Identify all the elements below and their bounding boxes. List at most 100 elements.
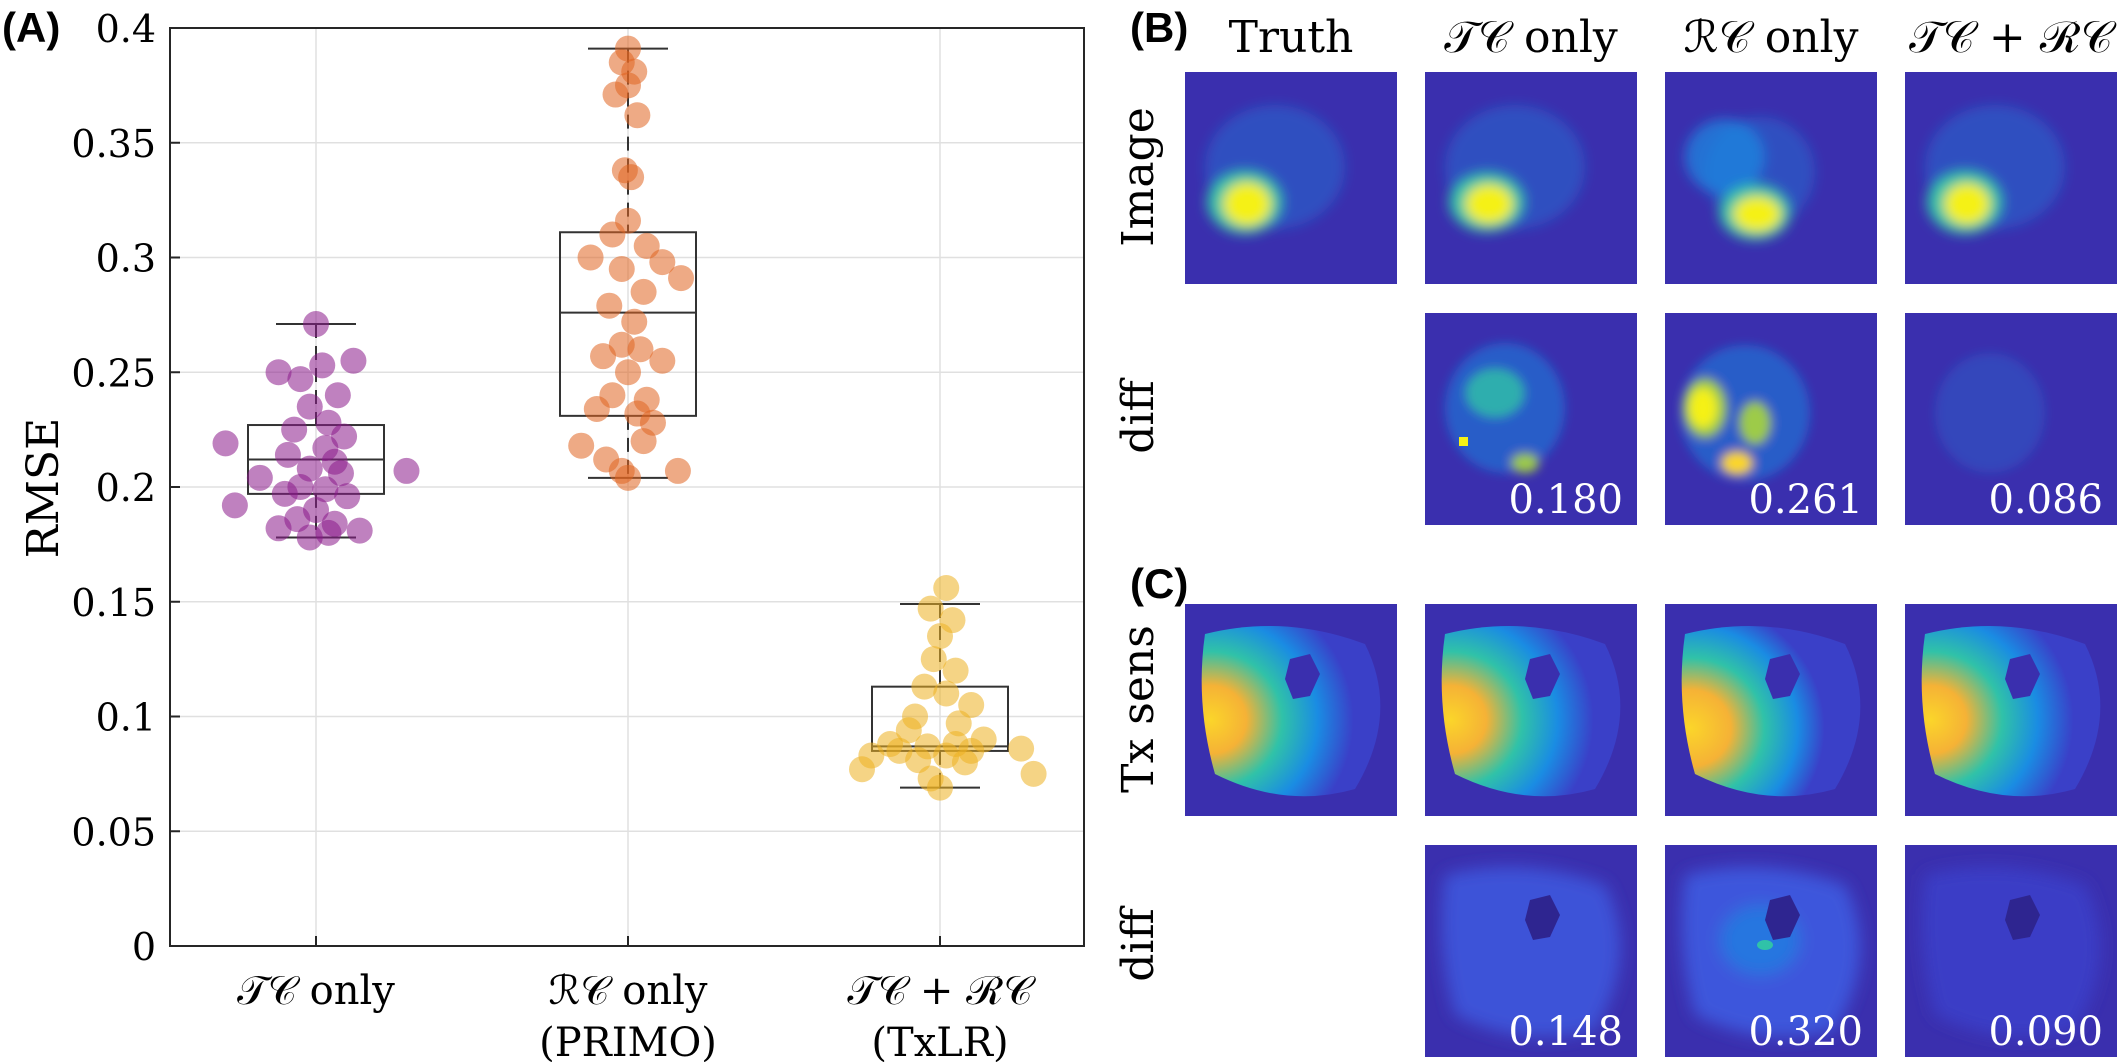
data-point <box>274 441 301 468</box>
y-tick-labels: 0 0.05 0.1 0.15 0.2 0.25 0.3 0.35 0.4 <box>71 7 156 969</box>
data-point <box>212 430 239 457</box>
y-tick-label: 0.15 <box>71 581 156 625</box>
data-point <box>331 423 358 450</box>
data-point <box>334 483 361 510</box>
data-point <box>649 249 676 276</box>
data-point <box>664 457 691 484</box>
image-diff-rc-only-tile: 0.261 <box>1665 313 1877 525</box>
data-point <box>1020 760 1047 787</box>
data-points <box>212 35 1047 801</box>
x-tick-labels: 𝒯𝒞 only ℛ𝒞 only (PRIMO) 𝒯𝒞 + ℛ𝒞 (TxLR) <box>237 968 1036 1062</box>
image-rc-only-tile <box>1665 72 1877 284</box>
data-point <box>568 432 595 459</box>
data-point <box>327 460 354 487</box>
data-point <box>583 395 610 422</box>
tx-diff-tc-only-tile: 0.148 <box>1425 845 1637 1057</box>
data-point <box>615 359 641 386</box>
data-point <box>296 393 323 420</box>
data-point <box>1008 735 1035 762</box>
image-diff-value-tc-rc: 0.086 <box>1988 477 2103 523</box>
data-point <box>920 646 947 673</box>
column-header-tc-only: 𝒯𝒞 only <box>1444 12 1618 63</box>
tx-diff-value-rc-only: 0.320 <box>1748 1009 1863 1055</box>
y-tick-label: 0.2 <box>96 466 156 510</box>
data-point <box>340 347 367 374</box>
y-tick-label: 0.4 <box>96 7 156 51</box>
column-header-truth: Truth <box>1228 12 1354 63</box>
y-tick-label: 0 <box>132 925 156 969</box>
row-label-image: Image <box>1113 107 1164 247</box>
data-point <box>271 480 298 507</box>
data-point <box>346 517 373 544</box>
panel-label-c: (C) <box>1130 560 1189 607</box>
data-point <box>933 680 960 707</box>
tx-sens-tc-only-tile <box>1425 604 1637 816</box>
data-point <box>590 343 617 370</box>
data-point <box>933 574 960 601</box>
row-label-diff-tx: diff <box>1113 908 1164 982</box>
tx-diff-rc-only-tile: 0.320 <box>1665 845 1877 1057</box>
tx-sens-tc-rc-tile <box>1905 604 2117 816</box>
data-point <box>246 464 273 491</box>
x-tick-label: 𝒯𝒞 + ℛ𝒞 <box>847 968 1036 1014</box>
data-point <box>303 311 329 338</box>
data-point <box>265 515 292 542</box>
data-point <box>312 476 339 503</box>
data-point <box>624 102 651 129</box>
data-point <box>615 464 641 491</box>
image-diff-tc-rc-tile: 0.086 <box>1905 313 2117 525</box>
data-point <box>596 292 623 319</box>
data-point <box>309 352 336 379</box>
image-diff-value-rc-only: 0.261 <box>1748 477 1863 523</box>
y-axis-label: RMSE <box>18 418 69 558</box>
tx-diff-tc-rc-tile: 0.090 <box>1905 845 2117 1057</box>
data-point <box>627 336 654 363</box>
data-point <box>287 366 314 393</box>
data-point <box>265 359 292 386</box>
data-point <box>958 692 985 719</box>
panel-label-b: (B) <box>1130 4 1189 51</box>
tx-diff-value-tc-only: 0.148 <box>1508 1009 1623 1055</box>
data-point <box>630 278 657 305</box>
x-tick-label: ℛ𝒞 only <box>548 968 707 1014</box>
tx-sens-rc-only-tile <box>1665 604 1877 816</box>
data-point <box>951 749 978 776</box>
panel-label-a: (A) <box>2 4 61 51</box>
image-tc-rc-tile <box>1905 72 2117 284</box>
image-tc-only-tile <box>1425 72 1637 284</box>
image-diff-tc-only-tile: 0.180 <box>1425 313 1637 525</box>
image-truth-tile <box>1185 72 1397 284</box>
y-tick-label: 0.05 <box>71 810 156 854</box>
data-point <box>911 673 938 700</box>
data-point <box>577 244 604 271</box>
x-tick-label-line2: (PRIMO) <box>539 1020 717 1062</box>
data-point <box>895 717 922 744</box>
data-point <box>599 221 626 248</box>
data-point <box>608 255 635 282</box>
data-point <box>221 492 248 519</box>
data-point <box>945 710 972 737</box>
data-point <box>633 233 660 260</box>
column-header-rc-only: ℛ𝒞 only <box>1683 12 1859 63</box>
data-point <box>668 265 695 292</box>
data-point <box>905 747 932 774</box>
data-point <box>281 416 308 443</box>
data-point <box>602 81 629 108</box>
y-tick-label: 0.35 <box>71 122 156 166</box>
data-point <box>315 519 342 546</box>
data-point <box>917 595 944 622</box>
row-label-diff-image: diff <box>1113 380 1164 454</box>
data-point <box>942 657 969 684</box>
data-point <box>927 774 953 801</box>
y-tick-label: 0.3 <box>96 237 156 281</box>
tx-diff-value-tc-rc: 0.090 <box>1988 1009 2103 1055</box>
x-tick-label: 𝒯𝒞 only <box>237 968 395 1014</box>
data-point <box>324 382 351 409</box>
data-point <box>393 457 420 484</box>
image-diff-value-tc-only: 0.180 <box>1508 477 1623 523</box>
rmse-box-scatter-chart: 0 0.05 0.1 0.15 0.2 0.25 0.3 0.35 0.4 𝒯𝒞 only ℛ𝒞 … <box>18 7 1085 1062</box>
data-point <box>618 164 645 191</box>
data-point <box>849 756 875 783</box>
plot-frame <box>169 27 1085 947</box>
